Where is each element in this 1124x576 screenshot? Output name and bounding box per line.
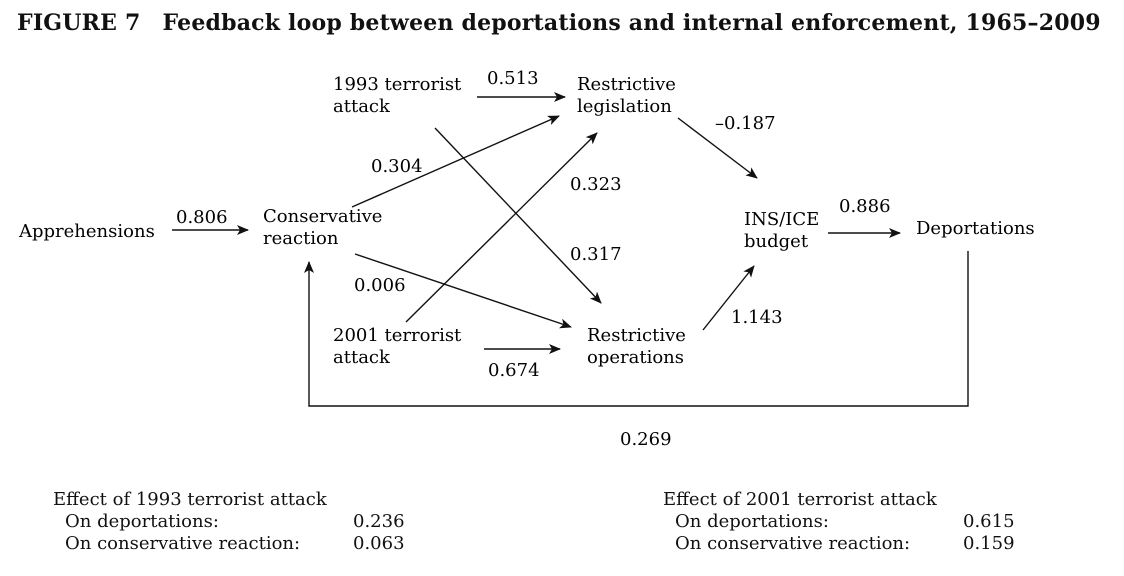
arrow-deportations-feedback	[304, 251, 969, 407]
edge-label-1993-operations: 0.317	[570, 244, 622, 265]
svg-text:Conservative: Conservative	[263, 206, 382, 227]
node-restrictive-legislation: Restrictive legislation	[577, 74, 676, 117]
node-label-line: Conservative	[263, 206, 382, 227]
svg-text:attack: attack	[333, 347, 391, 368]
node-label-line: Restrictive	[587, 325, 686, 346]
node-label-line: 1993 terrorist	[333, 74, 462, 95]
effect-row: On deportations: 0.615	[663, 511, 1063, 533]
node-restrictive-operations: Restrictive operations	[587, 325, 686, 368]
effect-row: On conservative reaction: 0.063	[53, 533, 453, 555]
edge-label-apprehensions-conservative: 0.806	[176, 207, 228, 228]
node-label-line: operations	[587, 347, 684, 368]
figure-caption: Feedback loop between deportations and i…	[162, 10, 1101, 36]
node-label-line: Restrictive	[577, 74, 676, 95]
edge-arrows	[172, 92, 969, 407]
effects-heading: Effect of 1993 terrorist attack	[53, 489, 327, 510]
edge-labels: 0.806 0.513 –0.187 0.304 0.323 0.317 0.0…	[176, 68, 891, 450]
svg-text:Deportations: Deportations	[916, 218, 1035, 239]
svg-text:1993 terrorist: 1993 terrorist	[333, 74, 462, 95]
arrow-2001-to-legislation	[405, 132, 598, 323]
node-2001-attack: 2001 terrorist attack	[333, 325, 462, 368]
node-label-line: attack	[333, 96, 391, 117]
effect-row: On deportations: 0.236	[53, 511, 453, 533]
edge-label-conservative-legislation: 0.304	[371, 156, 423, 177]
effects-2001: Effect of 2001 terrorist attack On depor…	[663, 489, 1063, 555]
effect-value: 0.615	[963, 511, 1015, 532]
arrow-legislation-to-budget	[677, 117, 758, 179]
node-deportations: Deportations	[916, 218, 1035, 239]
edge-label-conservative-operations: 0.006	[354, 275, 406, 296]
effect-value: 0.159	[963, 533, 1015, 554]
node-label-line: Apprehensions	[18, 221, 155, 242]
node-label-line: INS/ICE	[744, 209, 819, 230]
figure-title: FIGURE 7 Feedback loop between deportatio…	[17, 10, 1101, 36]
node-label-line: Deportations	[916, 218, 1035, 239]
arrow-conservative-to-operations	[354, 253, 572, 329]
svg-text:Restrictive: Restrictive	[587, 325, 686, 346]
effect-row: On conservative reaction: 0.159	[663, 533, 1063, 555]
effects-1993: Effect of 1993 terrorist attack On depor…	[53, 489, 453, 555]
node-apprehensions: Apprehensions	[18, 221, 155, 242]
node-label-line: 2001 terrorist	[333, 325, 462, 346]
edge-label-legislation-budget: –0.187	[715, 113, 776, 134]
effect-label: On deportations:	[65, 511, 219, 532]
figure-number: FIGURE 7	[17, 10, 141, 36]
arrow-1993-to-operations	[434, 127, 602, 304]
node-label-line: budget	[744, 231, 809, 252]
svg-text:reaction: reaction	[263, 228, 339, 249]
edge-label-operations-budget: 1.143	[731, 307, 783, 328]
svg-text:INS/ICE: INS/ICE	[744, 209, 819, 230]
edge-label-1993-legislation: 0.513	[487, 68, 539, 89]
node-1993-attack: 1993 terrorist attack	[333, 74, 462, 117]
svg-text:legislation: legislation	[577, 96, 672, 117]
node-label-line: legislation	[577, 96, 672, 117]
svg-text:Apprehensions: Apprehensions	[18, 221, 155, 242]
node-label-line: reaction	[263, 228, 339, 249]
node-ins-ice-budget: INS/ICE budget	[744, 209, 819, 252]
edge-label-budget-deportations: 0.886	[839, 196, 891, 217]
node-conservative-reaction: Conservative reaction	[263, 206, 382, 249]
svg-text:2001 terrorist: 2001 terrorist	[333, 325, 462, 346]
svg-text:budget: budget	[744, 231, 809, 252]
edge-label-2001-legislation: 0.323	[570, 174, 622, 195]
edge-label-deportations-feedback: 0.269	[620, 429, 672, 450]
arrow-operations-to-budget	[702, 265, 755, 331]
arrow-conservative-to-legislation	[351, 115, 560, 208]
edge-label-2001-operations: 0.674	[488, 360, 540, 381]
effect-label: On deportations:	[675, 511, 829, 532]
effect-label: On conservative reaction:	[65, 533, 301, 554]
svg-text:Restrictive: Restrictive	[577, 74, 676, 95]
effects-heading: Effect of 2001 terrorist attack	[663, 489, 937, 510]
effect-label: On conservative reaction:	[675, 533, 911, 554]
effect-value: 0.236	[353, 511, 405, 532]
node-label-line: attack	[333, 347, 391, 368]
effect-value: 0.063	[353, 533, 405, 554]
svg-text:operations: operations	[587, 347, 684, 368]
svg-text:attack: attack	[333, 96, 391, 117]
